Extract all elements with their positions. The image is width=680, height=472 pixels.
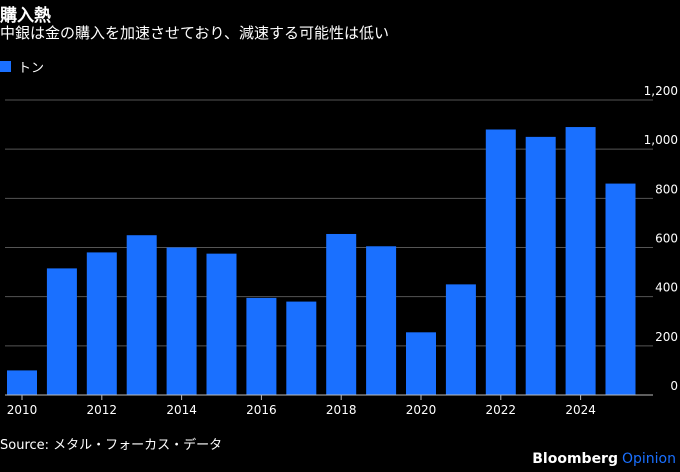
x-tick-label: 2022 — [486, 403, 517, 417]
bar — [206, 253, 237, 395]
bar — [445, 284, 476, 395]
bar — [485, 129, 516, 395]
bar — [126, 235, 157, 395]
bar — [286, 301, 317, 395]
y-tick-label: 400 — [655, 281, 678, 295]
brand-name: Bloomberg — [532, 451, 618, 467]
brand-logo: Bloomberg Opinion — [532, 451, 676, 467]
bar — [406, 332, 436, 395]
x-tick-label: 2020 — [406, 403, 437, 417]
x-tick-label: 2010 — [7, 403, 38, 417]
bar — [246, 297, 277, 395]
bar — [326, 233, 357, 395]
bar — [525, 136, 556, 395]
y-tick-label: 1,000 — [644, 133, 678, 147]
chart-subtitle: 中銀は金の購入を加速させており、減速する可能性は低い — [0, 24, 389, 42]
bar — [7, 370, 37, 395]
y-tick-label: 200 — [655, 330, 678, 344]
bar — [366, 246, 397, 395]
x-tick-label: 2016 — [246, 403, 277, 417]
legend-swatch — [0, 61, 11, 72]
x-tick-label: 2024 — [565, 403, 596, 417]
y-tick-label: 600 — [655, 232, 678, 246]
bar — [605, 183, 636, 395]
y-tick-label: 0 — [670, 379, 678, 393]
legend-label: トン — [18, 61, 45, 76]
x-tick-label: 2012 — [87, 403, 118, 417]
x-tick-label: 2018 — [326, 403, 357, 417]
legend: トン — [0, 57, 44, 76]
bar — [166, 247, 197, 395]
bar — [565, 127, 596, 396]
bar — [46, 268, 77, 395]
brand-suffix: Opinion — [622, 451, 676, 467]
x-tick-label: 2014 — [166, 403, 197, 417]
chart-title: 購入熱 — [0, 6, 51, 26]
y-tick-label: 800 — [655, 182, 678, 196]
source-note: Source: メタル・フォーカス・データ — [0, 438, 223, 453]
y-tick-label: 1,200 — [644, 84, 678, 98]
bar — [86, 252, 117, 395]
